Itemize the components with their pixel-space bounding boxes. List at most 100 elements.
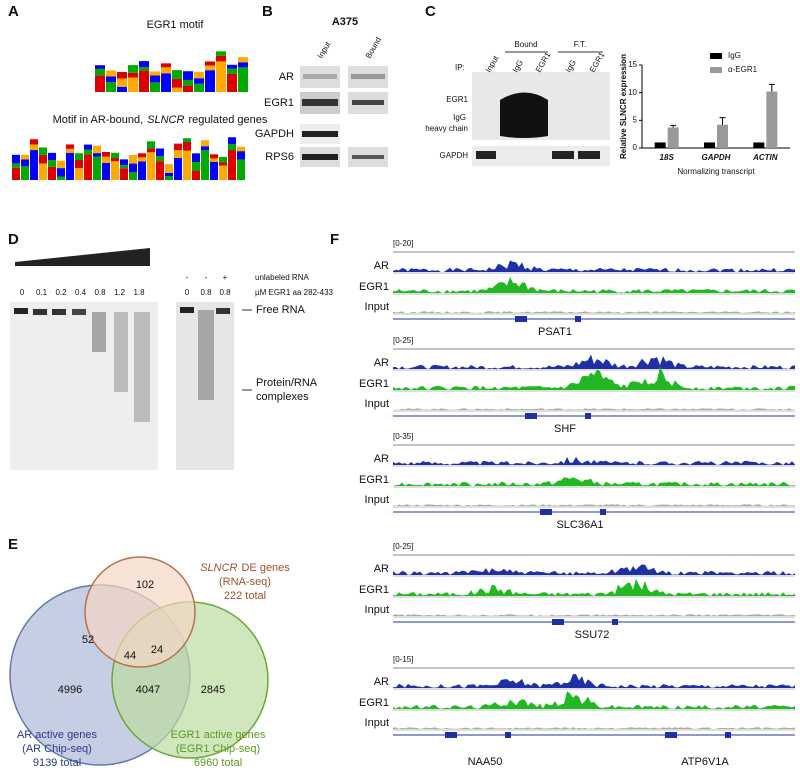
lane-label: - <box>205 273 208 282</box>
logo-letter <box>93 156 101 180</box>
x-tick-label: GAPDH <box>702 153 731 162</box>
logo-letter <box>216 51 226 56</box>
logo-letter <box>128 65 138 73</box>
lane-label: 0.2 <box>55 288 67 297</box>
logo-letter <box>102 152 110 157</box>
column-label: IgG <box>511 58 525 74</box>
venn-count: 2845 <box>201 684 225 696</box>
row-label: AR <box>279 71 294 83</box>
legend-swatch <box>710 53 722 59</box>
logo-letter <box>21 166 29 180</box>
venn-count: 102 <box>136 579 154 591</box>
track-label: AR <box>374 563 389 575</box>
logo-letter <box>12 167 20 180</box>
data-range: [0-35] <box>393 432 413 441</box>
bar <box>717 124 728 148</box>
logo-letter <box>237 146 245 152</box>
logo-letter <box>201 140 209 147</box>
logo-letter <box>165 164 173 173</box>
lane-label: 0.4 <box>75 288 87 297</box>
logo-letter <box>139 67 149 71</box>
track-label: Input <box>365 494 389 506</box>
logo-letter <box>183 150 191 180</box>
column-label: EGR1 <box>534 50 553 74</box>
logo-letter <box>128 72 138 78</box>
logo-letter <box>102 156 110 163</box>
column-label: IgG <box>564 58 578 74</box>
logo-letter <box>117 86 127 92</box>
set-name: AR active genes <box>17 729 98 741</box>
row-label: GAPDH <box>255 128 294 140</box>
logo-letter <box>12 154 20 164</box>
logo-letter <box>138 153 146 158</box>
set-total: 6960 total <box>194 757 242 769</box>
logo-letter <box>111 161 119 180</box>
lane-label: - <box>186 273 189 282</box>
lane-label: 0 <box>185 288 190 297</box>
logo-letter <box>172 87 182 92</box>
y-axis-label: Relative SLNCR expression <box>619 54 628 159</box>
set-name-text: AR active genes <box>17 729 98 741</box>
logo-letter <box>161 63 171 68</box>
coverage <box>393 504 795 506</box>
logo-letter <box>120 165 128 169</box>
logo-letter <box>106 70 116 77</box>
set-name-em: SLNCR <box>200 562 237 574</box>
row-label: µM EGR1 aa 282-433 <box>255 288 334 297</box>
logo-letter <box>12 163 20 168</box>
logo-letter <box>138 157 146 162</box>
logo-letter <box>205 65 215 71</box>
coverage <box>393 691 795 709</box>
logo-letter <box>129 163 137 173</box>
set-name: SLNCR DE genes <box>200 562 290 574</box>
logo-letter <box>192 170 200 180</box>
gene-name: NAA50 <box>468 756 503 768</box>
data-range: [0-25] <box>393 336 413 345</box>
logo-letter <box>39 147 47 155</box>
logo-letter <box>139 70 149 92</box>
exon <box>600 509 606 515</box>
row-label: EGR1 <box>264 97 294 109</box>
track-label: AR <box>374 260 389 272</box>
y-tick-label: 15 <box>628 60 637 69</box>
panel-label: B <box>262 3 273 20</box>
logo-letter <box>30 150 38 180</box>
logo-letter <box>228 144 236 151</box>
set-name-text: DE genes <box>241 562 290 574</box>
logo-letter <box>66 144 74 149</box>
row-label: GAPDH <box>440 151 469 160</box>
logo-letter <box>95 65 105 69</box>
logo-letter <box>138 161 146 180</box>
logo-letter <box>147 141 155 149</box>
band-label: complexes <box>256 391 309 403</box>
logo-letter <box>172 78 182 88</box>
logo-letter <box>30 139 38 145</box>
track-label: AR <box>374 453 389 465</box>
gene-name: SLC36A1 <box>556 519 603 531</box>
coverage <box>393 674 795 688</box>
logo-letter <box>147 152 155 180</box>
logo-letter <box>150 82 160 92</box>
legend-label: IgG <box>728 51 741 60</box>
logo-letter <box>192 162 200 171</box>
coverage <box>393 408 795 410</box>
logo-letter <box>57 176 65 180</box>
lane-label: + <box>223 273 228 282</box>
logo-letter <box>156 148 164 157</box>
logo-letter <box>165 176 173 180</box>
logo-letter <box>210 161 218 180</box>
coverage <box>393 727 795 729</box>
logo-letter <box>75 168 83 180</box>
logo-letter <box>210 154 218 159</box>
exon <box>665 732 677 738</box>
set-method: (EGR1 Chip-seq) <box>176 743 260 755</box>
coverage <box>393 614 795 616</box>
motif-title: Motif in AR-bound, SLNCR regulated genes <box>53 114 268 126</box>
bar <box>654 142 666 148</box>
track-label: AR <box>374 676 389 688</box>
logo-letter <box>66 152 74 180</box>
exon <box>505 732 511 738</box>
logo-letter <box>219 156 227 163</box>
logo-letter <box>227 73 237 92</box>
